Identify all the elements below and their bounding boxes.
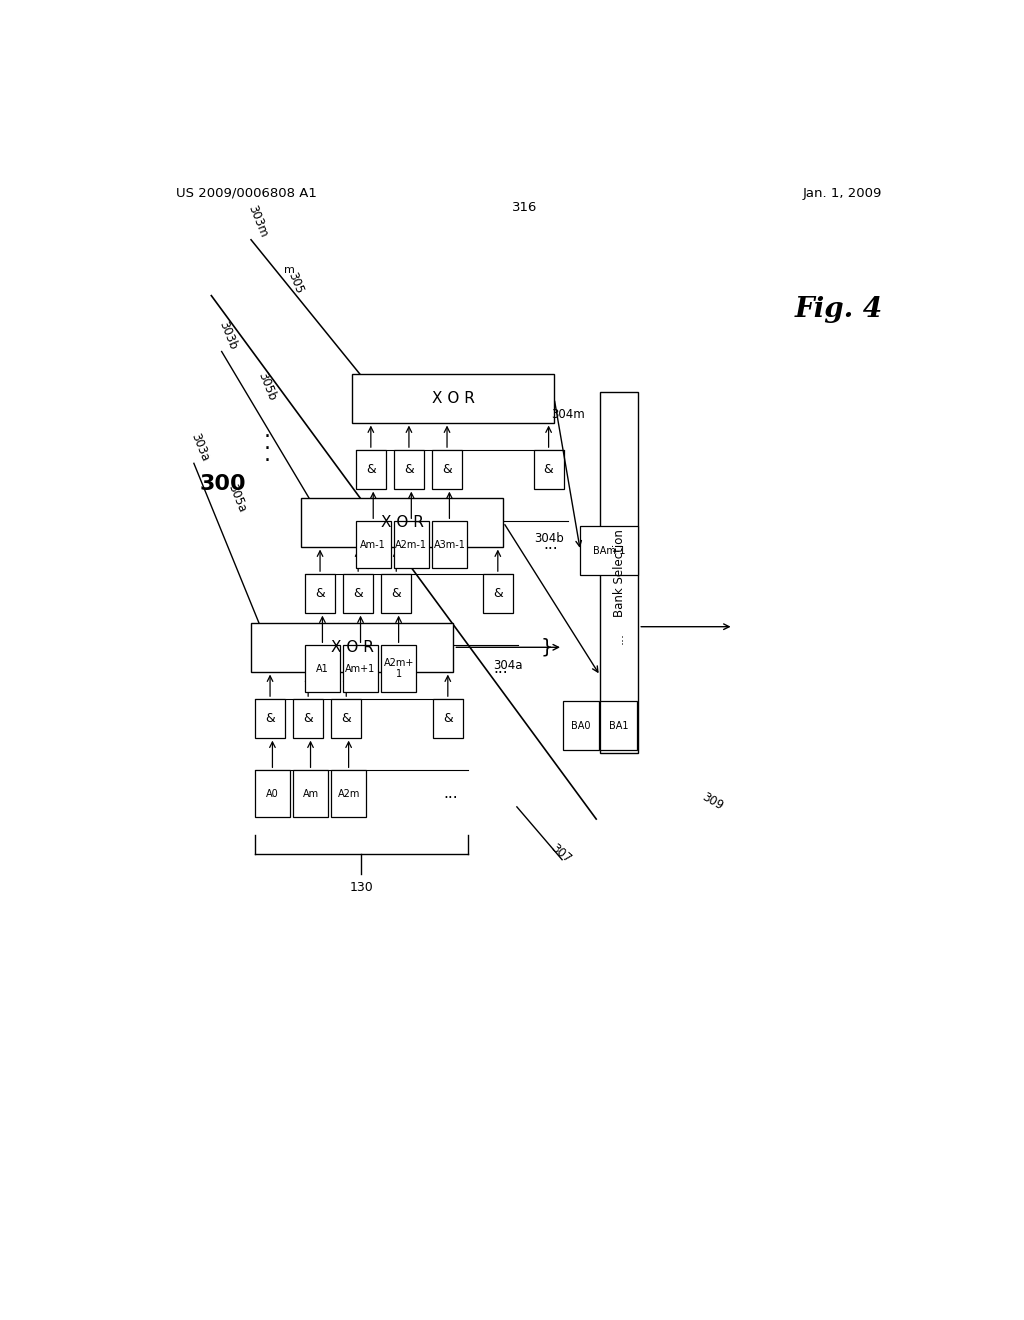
Text: &: & xyxy=(404,463,414,477)
Text: m: m xyxy=(284,265,295,276)
Text: BAm-1: BAm-1 xyxy=(593,545,626,556)
Bar xyxy=(293,700,324,738)
Text: .: . xyxy=(263,445,270,465)
Bar xyxy=(343,645,378,692)
Text: &: & xyxy=(303,711,313,725)
Bar xyxy=(394,450,424,488)
Text: &: & xyxy=(341,711,351,725)
Bar xyxy=(305,574,335,612)
Text: ...: ... xyxy=(443,787,458,801)
Bar xyxy=(331,771,367,817)
Text: 300: 300 xyxy=(200,474,246,494)
Text: 303m: 303m xyxy=(246,203,270,240)
Text: A2m-1: A2m-1 xyxy=(395,540,427,549)
Bar xyxy=(534,450,563,488)
Bar xyxy=(301,498,504,546)
Text: Am+1: Am+1 xyxy=(345,664,376,673)
Bar xyxy=(482,574,513,612)
Text: 304m: 304m xyxy=(552,408,586,421)
Text: &: & xyxy=(366,463,376,477)
Bar xyxy=(255,700,285,738)
Bar xyxy=(343,574,373,612)
Bar xyxy=(433,700,463,738)
Text: .: . xyxy=(263,421,270,441)
Text: &: & xyxy=(315,587,325,599)
Text: Am-1: Am-1 xyxy=(360,540,386,549)
Bar xyxy=(600,701,637,750)
Text: X O R: X O R xyxy=(431,391,474,405)
Text: 304a: 304a xyxy=(494,660,523,672)
Bar xyxy=(394,521,429,568)
Text: 309: 309 xyxy=(699,791,725,813)
Text: ...: ... xyxy=(493,661,508,676)
Text: &: & xyxy=(544,463,554,477)
Text: 316: 316 xyxy=(512,201,538,214)
Text: 305a: 305a xyxy=(225,482,249,515)
Text: &: & xyxy=(493,587,503,599)
Text: A2m: A2m xyxy=(338,788,359,799)
Bar xyxy=(352,374,554,422)
Text: &: & xyxy=(265,711,274,725)
Text: &: & xyxy=(391,587,401,599)
Text: }: } xyxy=(541,638,553,657)
Text: &: & xyxy=(353,587,364,599)
Text: 304b: 304b xyxy=(534,532,563,545)
Text: X O R: X O R xyxy=(381,515,424,529)
Text: Jan. 1, 2009: Jan. 1, 2009 xyxy=(803,187,882,199)
Text: Am: Am xyxy=(302,788,318,799)
Text: 305: 305 xyxy=(285,271,305,296)
Text: .: . xyxy=(263,433,270,453)
Bar xyxy=(600,392,638,752)
Bar xyxy=(305,645,340,692)
Text: &: & xyxy=(443,711,453,725)
Text: A0: A0 xyxy=(266,788,279,799)
Bar xyxy=(251,623,454,672)
Text: BA1: BA1 xyxy=(608,721,628,730)
Bar xyxy=(563,701,599,750)
Text: A1: A1 xyxy=(316,664,329,673)
Text: ...: ... xyxy=(612,632,626,644)
Bar xyxy=(293,771,328,817)
Bar xyxy=(255,771,290,817)
Bar xyxy=(331,700,361,738)
Text: 130: 130 xyxy=(349,880,373,894)
Text: 307: 307 xyxy=(549,841,574,866)
Text: 305b: 305b xyxy=(255,370,279,403)
Text: A2m+
1: A2m+ 1 xyxy=(383,657,414,680)
Text: 303a: 303a xyxy=(188,432,211,463)
Bar xyxy=(381,645,416,692)
Text: &: & xyxy=(442,463,452,477)
Bar xyxy=(581,527,638,576)
Text: A3m-1: A3m-1 xyxy=(433,540,465,549)
Bar xyxy=(381,574,412,612)
Text: Fig. 4: Fig. 4 xyxy=(795,296,883,322)
Bar xyxy=(355,521,391,568)
Text: Bank Selection: Bank Selection xyxy=(612,528,626,616)
Text: US 2009/0006808 A1: US 2009/0006808 A1 xyxy=(176,187,316,199)
Bar xyxy=(432,450,462,488)
Text: X O R: X O R xyxy=(331,640,374,655)
Text: ...: ... xyxy=(544,537,558,552)
Text: 303b: 303b xyxy=(217,319,240,351)
Bar xyxy=(432,521,467,568)
Bar xyxy=(355,450,386,488)
Text: BA0: BA0 xyxy=(571,721,591,730)
